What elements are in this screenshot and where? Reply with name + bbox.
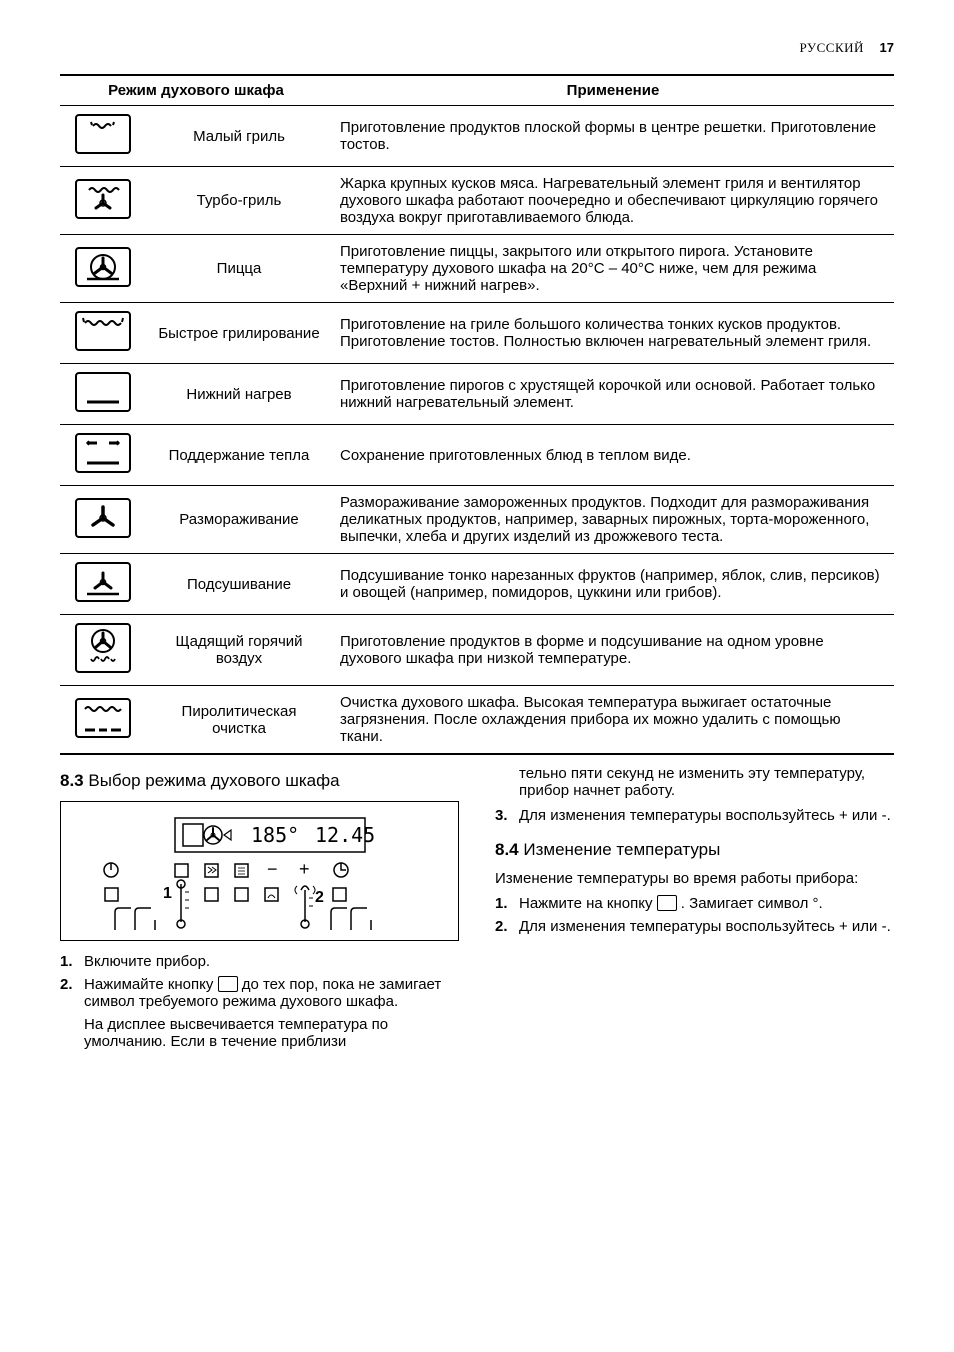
table-row: Пиролитическая очистка Очистка духового …: [60, 686, 894, 755]
column-mode: Режим духового шкафа: [60, 75, 332, 106]
mode-desc: Приготовление на гриле большого количест…: [332, 303, 894, 364]
section-84-intro: Изменение температуры во время работы пр…: [495, 870, 894, 887]
section-title: Выбор режима духового шкафа: [88, 771, 339, 790]
mode-desc: Жарка крупных кусков мяса. Нагревательны…: [332, 167, 894, 235]
step-number: 1.: [60, 953, 84, 970]
table-row: Поддержание тепла Сохранение приготовлен…: [60, 425, 894, 486]
mode-icon-cell: [60, 106, 146, 167]
section-number: 8.3: [60, 771, 84, 790]
section-83-heading: 8.3 Выбор режима духового шкафа: [60, 771, 459, 791]
right-column: тельно пяти секунд не изменить эту темпе…: [495, 765, 894, 1058]
gentle-hot-air-icon: [75, 623, 131, 673]
mode-icon-cell: [60, 554, 146, 615]
oven-modes-table: Режим духового шкафа Применение Малый гр…: [60, 74, 894, 755]
pyrolytic-icon: [75, 698, 131, 738]
mode-icon-cell: [60, 303, 146, 364]
mode-icon-cell: [60, 364, 146, 425]
step-number: 3.: [495, 807, 519, 824]
section-84-heading: 8.4 Изменение температуры: [495, 840, 894, 860]
header-language: РУССКИЙ: [800, 40, 864, 55]
table-row: Быстрое грилирование Приготовление на гр…: [60, 303, 894, 364]
mode-name: Подсушивание: [146, 554, 332, 615]
mode-button-icon: [657, 895, 677, 911]
step-number: 1.: [495, 895, 519, 912]
mode-icon-cell: [60, 686, 146, 755]
defrost-icon: [75, 498, 131, 538]
mode-name: Поддержание тепла: [146, 425, 332, 486]
mode-icon-cell: [60, 235, 146, 303]
mode-icon-cell: [60, 425, 146, 486]
mode-desc: Размораживание замороженных продуктов. П…: [332, 486, 894, 554]
table-row: Щадящий горячий воздух Приготовление про…: [60, 615, 894, 686]
table-row: Пицца Приготовление пиццы, закрытого или…: [60, 235, 894, 303]
mode-desc: Приготовление продуктов в форме и подсуш…: [332, 615, 894, 686]
column-application: Применение: [332, 75, 894, 106]
step-text: Для изменения температуры воспользуйтесь…: [519, 918, 894, 935]
list-item: 1. Нажмите на кнопку . Замигает символ °…: [495, 895, 894, 912]
mode-name: Пицца: [146, 235, 332, 303]
section-83-steps: 1. Включите прибор. 2. Нажимайте кнопку …: [60, 953, 459, 1010]
mode-name: Малый гриль: [146, 106, 332, 167]
list-item: 1. Включите прибор.: [60, 953, 459, 970]
mode-name: Щадящий горячий воздух: [146, 615, 332, 686]
mode-desc: Сохранение приготовленных блюд в теплом …: [332, 425, 894, 486]
callout-1: 1: [163, 885, 172, 902]
page: РУССКИЙ 17 Режим духового шкафа Применен…: [0, 0, 954, 1098]
table-header-row: Режим духового шкафа Применение: [60, 75, 894, 106]
list-item: 3. Для изменения температуры воспользуйт…: [495, 807, 894, 824]
page-header: РУССКИЙ 17: [60, 40, 894, 56]
bottom-heat-icon: [75, 372, 131, 412]
step-text: Для изменения температуры воспользуйтесь…: [519, 807, 894, 824]
list-item: 2. Нажимайте кнопку до тех пор, пока не …: [60, 976, 459, 1010]
table-row: Подсушивание Подсушивание тонко нарезанн…: [60, 554, 894, 615]
list-item: 2. Для изменения температуры воспользуйт…: [495, 918, 894, 935]
step-text: Включите прибор.: [84, 953, 459, 970]
display-time: 12.45: [315, 823, 375, 847]
mode-desc: Приготовление пирогов с хрустящей корочк…: [332, 364, 894, 425]
mode-desc: Очистка духового шкафа. Высокая температ…: [332, 686, 894, 755]
svg-text:−: −: [267, 859, 278, 879]
fast-grill-icon: [75, 311, 131, 351]
section-number: 8.4: [495, 840, 519, 859]
mode-desc: Подсушивание тонко нарезанных фруктов (н…: [332, 554, 894, 615]
header-page-number: 17: [880, 40, 894, 55]
callout-2: 2: [315, 889, 324, 906]
section-84-steps: 1. Нажмите на кнопку . Замигает символ °…: [495, 895, 894, 935]
turbo-grill-icon: [75, 179, 131, 219]
table-row: Нижний нагрев Приготовление пирогов с хр…: [60, 364, 894, 425]
mode-icon-cell: [60, 167, 146, 235]
section-83-step3: 3. Для изменения температуры воспользуйт…: [495, 807, 894, 824]
mode-name: Нижний нагрев: [146, 364, 332, 425]
keep-warm-icon: [75, 433, 131, 473]
small-grill-icon: [75, 114, 131, 154]
mode-name: Турбо-гриль: [146, 167, 332, 235]
step-number: 2.: [60, 976, 84, 1010]
step-2-note: На дисплее высвечивается температура по …: [84, 1016, 459, 1050]
step-text: Нажимайте кнопку до тех пор, пока не зам…: [84, 976, 459, 1010]
mode-name: Размораживание: [146, 486, 332, 554]
step-number: 2.: [495, 918, 519, 935]
display-temp: 185°: [251, 823, 299, 847]
left-column: 8.3 Выбор режима духового шкафа 185° 12.…: [60, 765, 459, 1058]
oven-display-diagram: 185° 12.45 − +: [60, 801, 459, 941]
mode-icon-cell: [60, 615, 146, 686]
table-row: Размораживание Размораживание замороженн…: [60, 486, 894, 554]
mode-icon-cell: [60, 486, 146, 554]
table-row: Малый гриль Приготовление продуктов плос…: [60, 106, 894, 167]
mode-name: Пиролитическая очистка: [146, 686, 332, 755]
table-row: Турбо-гриль Жарка крупных кусков мяса. Н…: [60, 167, 894, 235]
section-title: Изменение температуры: [523, 840, 720, 859]
drying-icon: [75, 562, 131, 602]
svg-text:+: +: [299, 859, 310, 879]
mode-desc: Приготовление пиццы, закрытого или откры…: [332, 235, 894, 303]
mode-desc: Приготовление продуктов плоской формы в …: [332, 106, 894, 167]
mode-name: Быстрое грилирование: [146, 303, 332, 364]
step-text: Нажмите на кнопку . Замигает символ °.: [519, 895, 894, 912]
content-columns: 8.3 Выбор режима духового шкафа 185° 12.…: [60, 765, 894, 1058]
mode-button-icon: [218, 976, 238, 992]
pizza-icon: [75, 247, 131, 287]
section-83-continuation: тельно пяти секунд не изменить эту темпе…: [519, 765, 894, 799]
